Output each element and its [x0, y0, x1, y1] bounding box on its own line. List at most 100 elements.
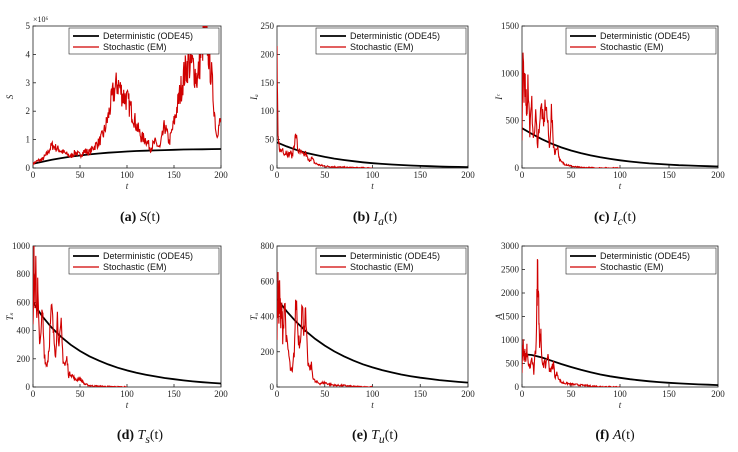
x-tick-label: 50 — [567, 170, 577, 180]
y-tick-label: 500 — [506, 116, 520, 126]
y-axis-label: S — [5, 94, 15, 99]
y-tick-label: 1000 — [12, 241, 31, 251]
y-tick-label: 5 — [26, 21, 31, 31]
y-tick-label: 400 — [17, 326, 31, 336]
x-tick-label: 50 — [320, 170, 330, 180]
legend-deterministic-label: Deterministic (ODE45) — [350, 251, 440, 261]
x-tick-label: 0 — [275, 170, 280, 180]
legend-box — [565, 247, 717, 275]
y-axis-label: Iᶜ — [494, 94, 504, 101]
caption-d: (d) Ts(t) — [116, 428, 164, 446]
y-axis-label: Iₐ — [249, 94, 259, 101]
y-tick-label: 0 — [515, 382, 520, 392]
x-tick-label: 50 — [76, 389, 86, 399]
chart-f: 0 50 100 150 200050010001500200025003000tADe… — [494, 241, 725, 410]
y-tick-label: 4 — [26, 49, 31, 59]
y-tick-label: 3000 — [501, 241, 520, 251]
legend-stochastic-label: Stochastic (EM) — [350, 42, 414, 52]
x-tick-label: 50 — [320, 389, 330, 399]
x-axis-label: t — [619, 400, 622, 410]
y-tick-label: 800 — [17, 269, 31, 279]
legend-box — [315, 27, 467, 55]
deterministic-series-line — [522, 353, 718, 386]
x-tick-label: 150 — [414, 389, 428, 399]
x-tick-label: 200 — [214, 389, 228, 399]
y-tick-label: 2 — [26, 106, 31, 116]
caption-f: (f) A(t) — [595, 428, 635, 443]
legend-deterministic-label: Deterministic (ODE45) — [350, 31, 440, 41]
chart-c: 0 50 100 150 200 0 500 1000 1500 t Iᶜ Deterministic… — [494, 21, 725, 191]
x-tick-label: 100 — [120, 389, 134, 399]
legend-deterministic-label: Deterministic (ODE45) — [103, 251, 193, 261]
y-tick-label: 600 — [17, 297, 31, 307]
y-axis-label: Tₛ — [5, 312, 15, 320]
legend: Deterministic (ODE45)Stochastic (EM) — [315, 247, 467, 275]
x-tick-label: 50 — [567, 389, 577, 399]
x-tick-label: 0 — [31, 389, 36, 399]
y-tick-label: 50 — [265, 135, 275, 145]
y-tick-label: 0 — [515, 163, 520, 173]
x-tick-label: 150 — [167, 170, 181, 180]
y-tick-label: 2500 — [501, 265, 520, 275]
legend: Deterministic (ODE45)Stochastic (EM) — [565, 247, 717, 275]
legend-box — [315, 247, 467, 275]
x-tick-label: 150 — [167, 389, 181, 399]
legend-deterministic-label: Deterministic (ODE45) — [600, 251, 690, 261]
x-tick-label: 100 — [366, 170, 380, 180]
legend-deterministic-label: Deterministic (ODE45) — [600, 31, 690, 41]
stochastic-series-line — [33, 26, 221, 166]
caption-e: (e) Tu(t) — [352, 428, 398, 446]
y-tick-label: 0 — [26, 382, 31, 392]
legend: Deterministic (ODE45)Stochastic (EM) — [68, 247, 220, 275]
legend-stochastic-label: Stochastic (EM) — [600, 42, 664, 52]
stochastic-series-line — [522, 259, 621, 387]
y-tick-label: 250 — [261, 21, 275, 31]
y-tick-label: 200 — [17, 354, 31, 364]
y-tick-label: 800 — [261, 241, 275, 251]
x-axis-label: t — [126, 181, 129, 191]
deterministic-series-line — [277, 298, 468, 384]
legend-box — [68, 27, 220, 55]
stochastic-series-line — [277, 271, 373, 387]
y-tick-label: 150 — [261, 78, 275, 88]
y-tick-label: 1500 — [501, 312, 520, 322]
chart-a: 0 50 100 150 200 0 1 2 3 4 5 t S ×10⁶ Deterministic (O… — [5, 15, 228, 191]
x-tick-label: 150 — [662, 170, 676, 180]
y-tick-label: 600 — [261, 276, 275, 286]
chart-d: 0 50 100 150 200 0 200 400 600 800 1000 t Tₛ Determin… — [5, 241, 228, 410]
deterministic-series-line — [277, 141, 468, 168]
x-tick-label: 200 — [214, 170, 228, 180]
x-tick-label: 0 — [275, 389, 280, 399]
x-tick-label: 100 — [613, 170, 627, 180]
x-tick-label: 50 — [76, 170, 86, 180]
chart-e: 0 50 100 150 200 0 200 400 600 800 t Tᵤ Deterministi… — [249, 241, 475, 410]
legend: Deterministic (ODE45)Stochastic (EM) — [565, 27, 717, 55]
x-tick-label: 0 — [520, 389, 525, 399]
legend-stochastic-label: Stochastic (EM) — [103, 262, 167, 272]
y-tick-label: 0 — [270, 163, 275, 173]
x-tick-label: 200 — [711, 389, 725, 399]
x-tick-label: 200 — [461, 389, 475, 399]
deterministic-series-line — [522, 127, 718, 168]
chart-b: 0 50 100 150 200 0 50 100 150 200 250 t Iₐ Determinis… — [249, 21, 475, 191]
deterministic-series-line — [33, 301, 221, 385]
caption-b: (b) Ia(t) — [352, 210, 398, 228]
x-tick-label: 100 — [120, 170, 134, 180]
x-tick-label: 0 — [31, 170, 36, 180]
y-tick-label: 200 — [261, 347, 275, 357]
x-tick-label: 200 — [711, 170, 725, 180]
x-tick-label: 150 — [414, 170, 428, 180]
x-axis-label: t — [371, 181, 374, 191]
y-tick-label: 0 — [270, 382, 275, 392]
legend-stochastic-label: Stochastic (EM) — [103, 42, 167, 52]
legend: Deterministic (ODE45)Stochastic (EM) — [68, 27, 220, 55]
y-tick-label: 100 — [261, 106, 275, 116]
y-tick-label: 400 — [261, 312, 275, 322]
y-axis-label: A — [494, 313, 504, 320]
x-tick-label: 100 — [366, 389, 380, 399]
legend-box — [565, 27, 717, 55]
y-tick-label: 0 — [26, 163, 31, 173]
x-tick-label: 100 — [613, 389, 627, 399]
y-tick-label: 1500 — [501, 21, 520, 31]
